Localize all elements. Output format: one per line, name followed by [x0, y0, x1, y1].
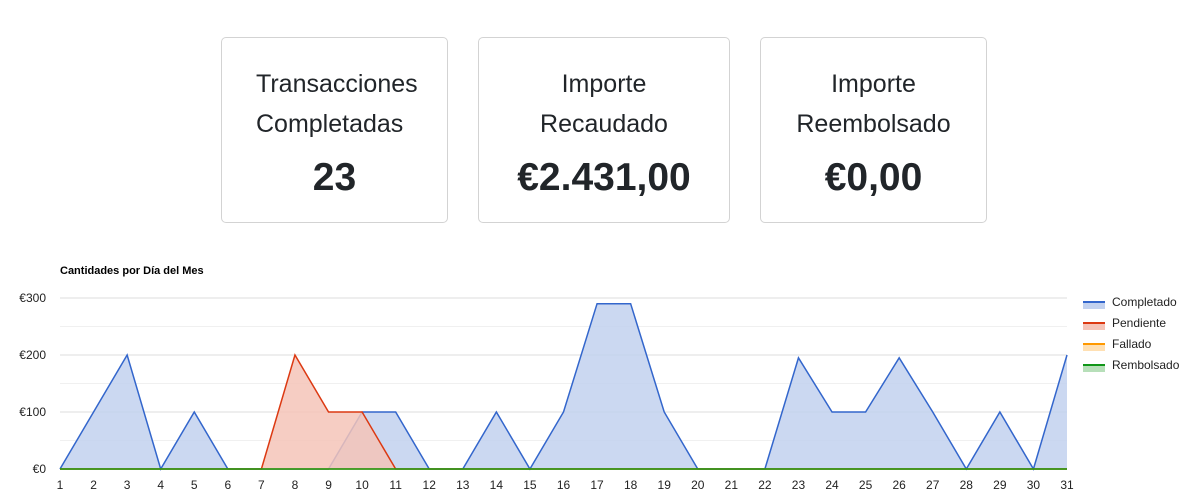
- legend-swatch: [1083, 302, 1105, 309]
- x-tick-label: 2: [90, 478, 97, 492]
- x-tick-label: 29: [993, 478, 1007, 492]
- legend-label: Pendiente: [1112, 316, 1166, 330]
- chart-title: Cantidades por Día del Mes: [60, 265, 204, 277]
- x-tick-label: 27: [926, 478, 940, 492]
- completed-transactions-card: Transacciones Completadas 23: [221, 37, 448, 223]
- x-tick-label: 26: [892, 478, 906, 492]
- x-tick-label: 14: [490, 478, 504, 492]
- x-tick-label: 15: [523, 478, 537, 492]
- x-tick-label: 17: [590, 478, 604, 492]
- legend-label: Rembolsado: [1112, 358, 1180, 372]
- amount-refunded-card: Importe Reembolsado €0,00: [760, 37, 987, 223]
- legend-label: Fallado: [1112, 337, 1152, 351]
- y-tick-label: €300: [19, 291, 46, 305]
- card-label: Importe Recaudado: [540, 70, 668, 138]
- x-tick-label: 18: [624, 478, 638, 492]
- x-tick-label: 28: [960, 478, 974, 492]
- x-tick-label: 22: [758, 478, 772, 492]
- card-value: €2.431,00: [517, 156, 691, 199]
- legend-swatch: [1083, 365, 1105, 372]
- x-tick-label: 3: [124, 478, 131, 492]
- legend-label: Completado: [1112, 295, 1177, 309]
- amounts-by-day-chart: Cantidades por Día del Mes 1 2 3 4 5 6 7 8 9 10 11…: [19, 265, 1180, 492]
- x-tick-label: 10: [355, 478, 369, 492]
- x-tick-label: 6: [224, 478, 231, 492]
- x-tick-label: 1: [57, 478, 64, 492]
- y-tick-label: €200: [19, 348, 46, 362]
- y-tick-label: €100: [19, 405, 46, 419]
- x-tick-label: 23: [792, 478, 806, 492]
- x-tick-label: 9: [325, 478, 332, 492]
- x-tick-label: 20: [691, 478, 705, 492]
- x-tick-label: 31: [1060, 478, 1074, 492]
- card-value: 23: [312, 156, 357, 199]
- x-tick-label: 19: [658, 478, 672, 492]
- x-tick-label: 7: [258, 478, 265, 492]
- x-tick-label: 8: [292, 478, 299, 492]
- x-tick-label: 24: [825, 478, 839, 492]
- x-tick-label: 25: [859, 478, 873, 492]
- series-area-completado: [60, 303, 1067, 469]
- amount-collected-card: Importe Recaudado €2.431,00: [478, 37, 730, 223]
- x-tick-label: 12: [423, 478, 437, 492]
- legend-swatch: [1083, 323, 1105, 330]
- legend-swatch: [1083, 344, 1105, 351]
- x-tick-label: 4: [157, 478, 164, 492]
- x-tick-label: 21: [725, 478, 739, 492]
- x-tick-label: 5: [191, 478, 198, 492]
- card-label: Importe Reembolsado: [796, 70, 951, 138]
- y-tick-label: €0: [33, 462, 47, 476]
- x-tick-label: 30: [1027, 478, 1041, 492]
- card-value: €0,00: [824, 156, 923, 199]
- card-label: Transacciones Completadas: [256, 70, 418, 138]
- x-tick-label: 16: [557, 478, 571, 492]
- x-tick-label: 13: [456, 478, 470, 492]
- x-tick-label: 11: [389, 478, 402, 492]
